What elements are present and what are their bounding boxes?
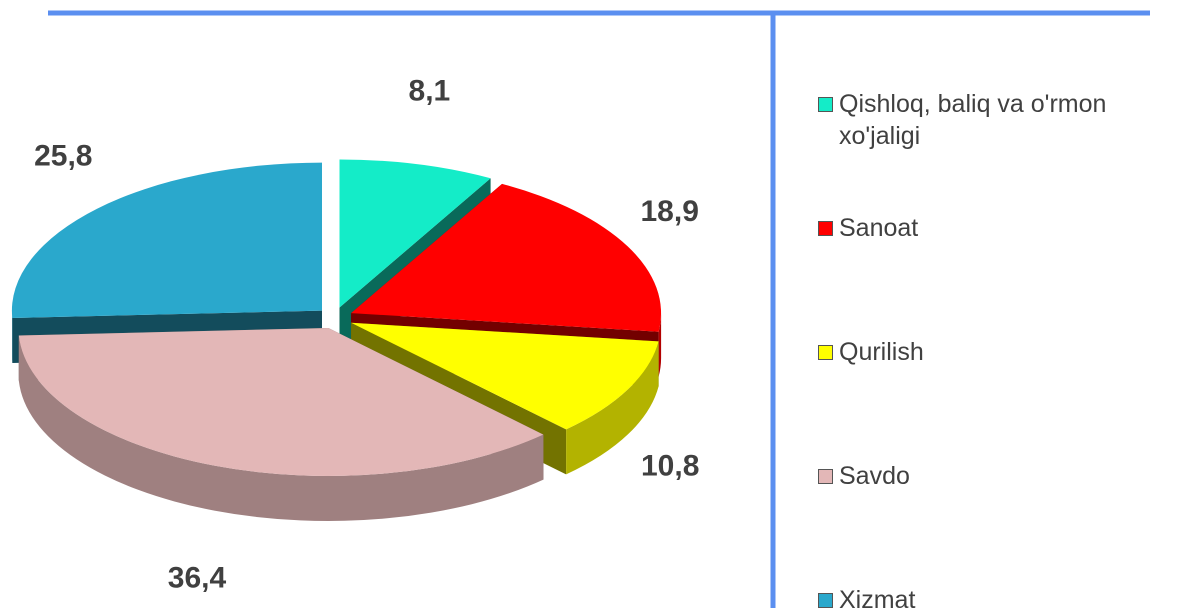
slice-wall (18, 335, 544, 521)
slice (18, 328, 544, 521)
value-label: 10,8 (641, 449, 699, 482)
legend-swatch (818, 593, 833, 608)
legend-label: Savdo (839, 462, 910, 490)
legend-swatch (818, 221, 833, 236)
legend-swatch (818, 97, 833, 112)
value-label: 8,1 (409, 74, 451, 107)
legend-label: Sanoat (839, 214, 919, 242)
legend-item: Qishloq, baliq va o'rmon xo'jaligi (818, 88, 1178, 152)
value-label: 36,4 (168, 562, 227, 595)
slice-top (11, 162, 322, 318)
legend-label: Qurilish (839, 338, 924, 366)
slice-top (339, 159, 491, 308)
slice-top (18, 328, 544, 476)
legend-item: Qurilish (818, 336, 1178, 368)
legend-swatch (818, 469, 833, 484)
slice-top (351, 183, 662, 332)
value-label: 25,8 (34, 139, 92, 172)
slice-wall (658, 313, 662, 377)
slice-wall (566, 341, 659, 475)
legend-item: Savdo (818, 460, 1178, 492)
legend-label: Xizmat (839, 586, 916, 608)
legend-swatch (818, 345, 833, 360)
value-label: 18,9 (641, 195, 699, 228)
slice-top (351, 322, 659, 430)
legend-item: Sanoat (818, 212, 1178, 244)
legend-label: Qishloq, baliq va o'rmon xo'jaligi (839, 90, 1107, 150)
legend-item: Xizmat (818, 584, 1178, 608)
